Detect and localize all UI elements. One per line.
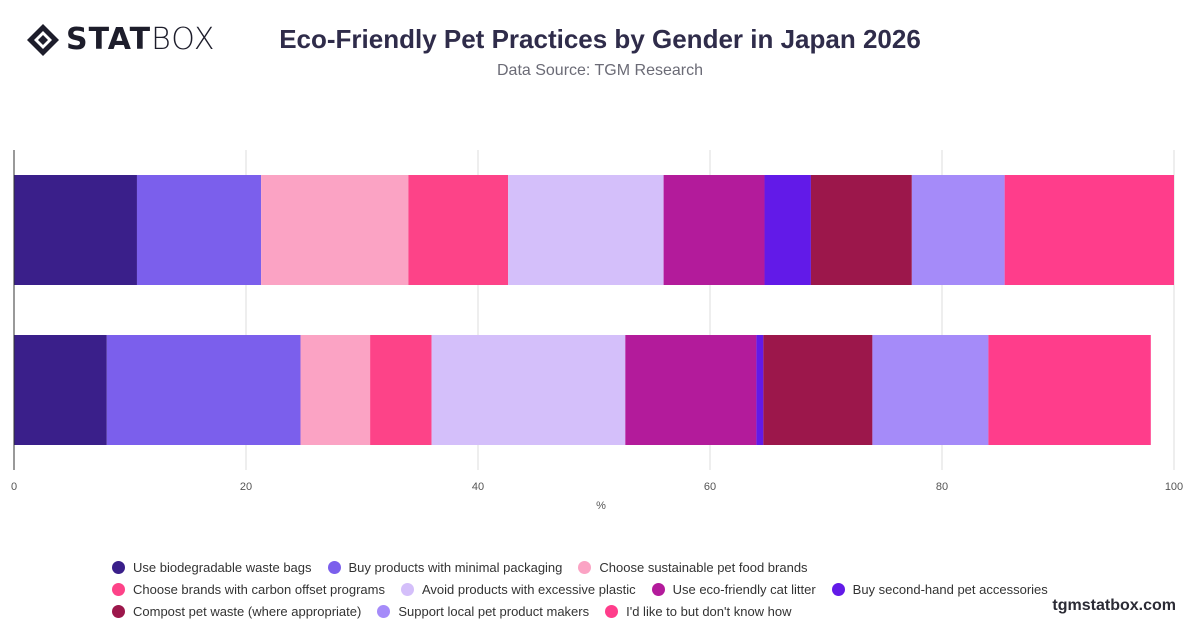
bar-segment	[14, 335, 107, 445]
bar-segment	[508, 175, 664, 285]
legend-item[interactable]: Buy second-hand pet accessories	[831, 580, 1048, 598]
legend-label: Choose brands with carbon offset program…	[133, 581, 385, 597]
x-tick-label: 60	[704, 481, 716, 493]
bar-segment	[872, 335, 989, 445]
legend-swatch	[831, 582, 845, 596]
legend-label: Buy second-hand pet accessories	[852, 581, 1048, 597]
legend-swatch	[377, 604, 391, 618]
legend-swatch	[400, 582, 414, 596]
legend-item[interactable]: Avoid products with excessive plastic	[400, 580, 636, 598]
bar-segment	[14, 175, 137, 285]
legend-item[interactable]: I'd like to but don't know how	[605, 602, 792, 620]
bar-segment	[261, 175, 409, 285]
statbox-logo: STATBOX	[26, 22, 215, 57]
bar-segment	[625, 335, 757, 445]
legend-label: Compost pet waste (where appropriate)	[133, 603, 362, 619]
bar-segment	[431, 335, 626, 445]
logo-wordmark: STATBOX	[66, 22, 216, 57]
x-axis-label: %	[596, 500, 606, 512]
legend-swatch	[112, 604, 125, 618]
bar-segment	[106, 335, 301, 445]
diamond-logo-icon	[27, 23, 59, 56]
bar-segment	[1004, 175, 1174, 285]
legend-item[interactable]: Compost pet waste (where appropriate)	[112, 602, 361, 620]
bar-segment	[764, 175, 811, 285]
bar-segment	[911, 175, 1005, 285]
legend-swatch	[651, 582, 665, 596]
legend-swatch	[605, 604, 619, 618]
legend-swatch	[327, 560, 341, 574]
legend-label: Avoid products with excessive plastic	[421, 581, 636, 597]
legend-item[interactable]: Use eco-friendly cat litter	[651, 580, 816, 598]
legend-item[interactable]: Use biodegradable waste bags	[112, 558, 312, 576]
watermark: tgmstatbox.com	[1052, 597, 1176, 614]
legend-swatch	[112, 560, 125, 574]
bar-segment	[136, 175, 262, 285]
legend-item[interactable]: Buy products with minimal packaging	[327, 558, 563, 576]
bar-segment	[763, 335, 873, 445]
legend-label: Use biodegradable waste bags	[133, 559, 312, 575]
chart-legend: Use biodegradable waste bags Buy products…	[112, 558, 1112, 620]
chart-title: Eco-Friendly Pet Practices by Gender in …	[279, 24, 921, 54]
legend-item[interactable]: Choose sustainable pet food brands	[578, 558, 808, 576]
x-tick-label: 40	[472, 481, 484, 493]
x-tick-label: 0	[11, 481, 17, 493]
legend-swatch	[578, 560, 592, 574]
bar-segment	[756, 335, 764, 445]
x-tick-label: 80	[936, 481, 948, 493]
bar-segment	[988, 335, 1151, 445]
chart-subtitle: Data Source: TGM Research	[496, 62, 703, 79]
legend-label: I'd like to but don't know how	[626, 603, 792, 619]
legend-item[interactable]: Choose brands with carbon offset program…	[112, 580, 385, 598]
x-tick-label: 20	[240, 481, 252, 493]
legend-label: Buy products with minimal packaging	[348, 559, 563, 575]
legend-swatch	[112, 582, 125, 596]
bar-segment	[300, 335, 371, 445]
bar-segment	[810, 175, 912, 285]
bar-segment	[370, 335, 432, 445]
legend-label: Use eco-friendly cat litter	[672, 581, 816, 597]
bar-segment	[663, 175, 765, 285]
legend-label: Support local pet product makers	[398, 603, 590, 619]
legend-item[interactable]: Support local pet product makers	[377, 602, 589, 620]
x-tick-label: 100	[1165, 481, 1183, 493]
bar-segment	[408, 175, 509, 285]
legend-label: Choose sustainable pet food brands	[599, 559, 808, 575]
